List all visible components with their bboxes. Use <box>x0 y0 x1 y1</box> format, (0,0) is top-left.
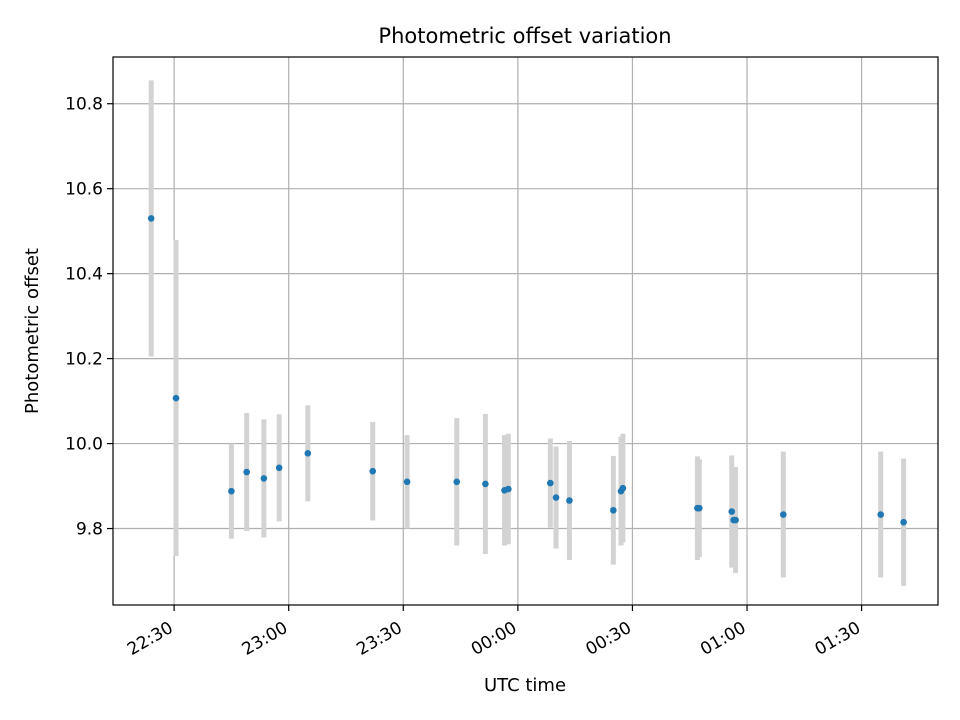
data-point <box>228 487 235 495</box>
data-point <box>482 480 489 488</box>
data-point <box>243 468 250 476</box>
data-points <box>147 215 907 526</box>
y-tick-label: 10.8 <box>65 95 103 115</box>
data-point <box>566 497 573 504</box>
data-point <box>275 464 283 472</box>
data-point <box>260 475 268 482</box>
gridlines <box>113 57 938 605</box>
data-point <box>403 478 411 486</box>
y-tick-label: 10.2 <box>65 350 103 370</box>
data-point <box>304 450 312 457</box>
data-point <box>900 518 907 526</box>
data-point <box>547 479 554 487</box>
y-tick-label: 10.0 <box>65 435 103 455</box>
data-point <box>505 485 512 493</box>
y-axis-label: Photometric offset <box>22 248 43 414</box>
data-point <box>610 506 617 514</box>
y-tick-label: 10.6 <box>65 180 103 200</box>
data-point <box>552 494 560 501</box>
data-point <box>732 516 739 524</box>
y-axis-ticks: 9.8 10.0 10.2 10.4 10.6 10.8 <box>65 95 113 540</box>
data-point <box>619 484 627 492</box>
data-point <box>369 467 377 475</box>
chart-title: Photometric offset variation <box>378 24 671 48</box>
data-point <box>780 511 787 518</box>
data-point <box>695 504 703 512</box>
data-point <box>147 215 155 222</box>
data-point <box>877 511 885 518</box>
plot-frame <box>112 56 939 606</box>
x-axis-label: UTC time <box>484 675 566 696</box>
data-point <box>172 394 180 402</box>
data-point <box>453 478 461 486</box>
data-point <box>728 508 736 515</box>
y-tick-label: 10.4 <box>65 265 103 285</box>
y-tick-label: 9.8 <box>76 520 103 540</box>
